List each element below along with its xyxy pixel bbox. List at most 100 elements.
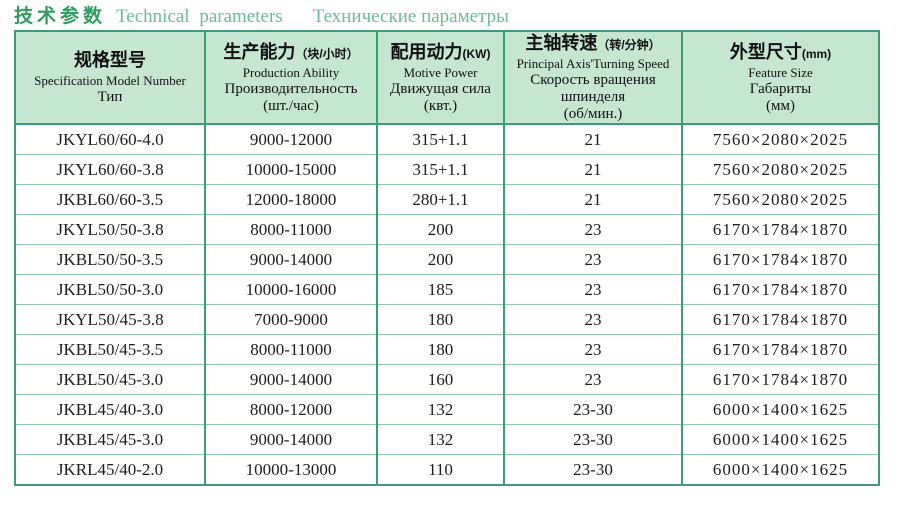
cell-speed: 23-30 bbox=[503, 454, 683, 485]
header-label-zh: 配用动力 bbox=[390, 41, 463, 62]
cell-model: JKBL45/40-3.0 bbox=[14, 394, 206, 425]
header-speed-ru-unit: (об/мин.) bbox=[563, 106, 623, 122]
cell-power: 200 bbox=[376, 244, 505, 275]
header-size-zh: 外型尺寸(mm) bbox=[685, 41, 876, 65]
technical-parameters-table: 规格型号 Specification Model Number Тип 生产能力… bbox=[14, 30, 880, 486]
cell-speed: 23 bbox=[503, 214, 683, 245]
table-row: JKBL45/40-3.0 8000-12000 132 23-30 6000×… bbox=[14, 394, 880, 425]
header-power-en: Motive Power bbox=[403, 64, 478, 80]
header-cell-production: 生产能力（块/小时） Production Ability Производит… bbox=[204, 31, 378, 125]
cell-production: 7000-9000 bbox=[204, 304, 378, 335]
cell-speed: 23 bbox=[503, 304, 683, 335]
header-production-zh: 生产能力（块/小时） bbox=[208, 41, 374, 65]
cell-size: 7560×2080×2025 bbox=[681, 184, 880, 215]
cell-model: JKYL50/45-3.8 bbox=[14, 304, 206, 335]
cell-power: 315+1.1 bbox=[376, 154, 505, 185]
header-model-zh: 规格型号 bbox=[18, 49, 202, 73]
cell-speed: 23-30 bbox=[503, 424, 683, 455]
cell-production: 8000-11000 bbox=[204, 334, 378, 365]
cell-size: 6170×1784×1870 bbox=[681, 274, 880, 305]
page-title: 技术参数 Technical parameters Технические пара… bbox=[14, 1, 509, 27]
cell-model: JKBL45/45-3.0 bbox=[14, 424, 206, 455]
header-label-zh: 主轴转速 bbox=[525, 33, 598, 53]
header-size-ru-unit: (мм) bbox=[766, 97, 795, 114]
cell-production: 12000-18000 bbox=[204, 184, 378, 215]
header-cell-power: 配用动力(KW) Motive Power Движущая сила (квт… bbox=[376, 31, 505, 125]
cell-production: 10000-16000 bbox=[204, 274, 378, 305]
title-english: Technical parameters bbox=[116, 6, 283, 27]
table-row: JKBL50/45-3.5 8000-11000 180 23 6170×178… bbox=[14, 334, 880, 365]
cell-speed: 23 bbox=[503, 244, 683, 275]
header-power-ru: Движущая сила bbox=[390, 80, 491, 97]
cell-model: JKYL60/60-3.8 bbox=[14, 154, 206, 185]
header-power-zh: 配用动力(KW) bbox=[380, 41, 501, 65]
header-label-zh: 规格型号 bbox=[74, 50, 146, 70]
header-speed-zh: 主轴转速（转/分钟） bbox=[507, 32, 679, 56]
header-label-zh: 生产能力 bbox=[223, 41, 296, 62]
table-row: JKBL50/50-3.0 10000-16000 185 23 6170×17… bbox=[14, 274, 880, 305]
table-row: JKYL60/60-3.8 10000-15000 315+1.1 21 756… bbox=[14, 154, 880, 185]
cell-size: 6170×1784×1870 bbox=[681, 334, 880, 365]
cell-size: 6000×1400×1625 bbox=[681, 454, 880, 485]
cell-production: 10000-15000 bbox=[204, 154, 378, 185]
cell-size: 6000×1400×1625 bbox=[681, 424, 880, 455]
cell-size: 6170×1784×1870 bbox=[681, 214, 880, 245]
header-cell-speed: 主轴转速（转/分钟） Principal Axis'Turning Speed … bbox=[503, 31, 683, 125]
header-cell-size: 外型尺寸(mm) Feature Size Габариты (мм) bbox=[681, 31, 880, 125]
cell-production: 9000-14000 bbox=[204, 244, 378, 275]
cell-power: 315+1.1 bbox=[376, 123, 505, 155]
header-production-en: Production Ability bbox=[242, 64, 340, 80]
header-label-zh: 外型尺寸 bbox=[729, 41, 802, 62]
cell-model: JKBL50/50-3.0 bbox=[14, 274, 206, 305]
header-size-ru: Габариты bbox=[749, 80, 812, 97]
cell-model: JKBL50/50-3.5 bbox=[14, 244, 206, 275]
cell-power: 185 bbox=[376, 274, 505, 305]
table-row: JKBL45/45-3.0 9000-14000 132 23-30 6000×… bbox=[14, 424, 880, 455]
header-unit: (mm) bbox=[801, 46, 832, 61]
cell-power: 180 bbox=[376, 304, 505, 335]
cell-speed: 21 bbox=[503, 184, 683, 215]
table-row: JKYL60/60-4.0 9000-12000 315+1.1 21 7560… bbox=[14, 123, 880, 155]
cell-power: 132 bbox=[376, 424, 505, 455]
cell-size: 6000×1400×1625 bbox=[681, 394, 880, 425]
cell-speed: 23 bbox=[503, 364, 683, 395]
cell-production: 8000-12000 bbox=[204, 394, 378, 425]
header-unit: (KW) bbox=[462, 46, 491, 61]
cell-power: 110 bbox=[376, 454, 505, 485]
cell-speed: 21 bbox=[503, 154, 683, 185]
header-speed-en: Principal Axis'Turning Speed bbox=[516, 56, 670, 71]
cell-production: 8000-11000 bbox=[204, 214, 378, 245]
title-russian: Технические параметры bbox=[312, 6, 509, 27]
header-production-ru-unit: (шт./час) bbox=[263, 97, 319, 114]
cell-model: JKYL50/50-3.8 bbox=[14, 214, 206, 245]
cell-power: 200 bbox=[376, 214, 505, 245]
cell-model: JKRL45/40-2.0 bbox=[14, 454, 206, 485]
cell-production: 9000-12000 bbox=[204, 123, 378, 155]
table-row: JKRL45/40-2.0 10000-13000 110 23-30 6000… bbox=[14, 454, 880, 485]
cell-power: 160 bbox=[376, 364, 505, 395]
cell-model: JKBL60/60-3.5 bbox=[14, 184, 206, 215]
table-header: 规格型号 Specification Model Number Тип 生产能力… bbox=[14, 31, 880, 125]
header-unit: （转/分钟） bbox=[597, 38, 661, 52]
cell-speed: 23-30 bbox=[503, 394, 683, 425]
cell-model: JKYL60/60-4.0 bbox=[14, 123, 206, 155]
cell-power: 280+1.1 bbox=[376, 184, 505, 215]
cell-size: 6170×1784×1870 bbox=[681, 304, 880, 335]
cell-power: 180 bbox=[376, 334, 505, 365]
cell-size: 7560×2080×2025 bbox=[681, 123, 880, 155]
cell-size: 7560×2080×2025 bbox=[681, 154, 880, 185]
cell-size: 6170×1784×1870 bbox=[681, 364, 880, 395]
cell-model: JKBL50/45-3.5 bbox=[14, 334, 206, 365]
table-row: JKBL50/50-3.5 9000-14000 200 23 6170×178… bbox=[14, 244, 880, 275]
table-row: JKYL50/45-3.8 7000-9000 180 23 6170×1784… bbox=[14, 304, 880, 335]
header-model-ru: Тип bbox=[97, 89, 123, 105]
cell-speed: 23 bbox=[503, 274, 683, 305]
header-model-en: Specification Model Number bbox=[34, 73, 186, 88]
cell-speed: 23 bbox=[503, 334, 683, 365]
table-row: JKBL60/60-3.5 12000-18000 280+1.1 21 756… bbox=[14, 184, 880, 215]
header-production-ru: Производительность bbox=[224, 80, 358, 97]
table-body: JKYL60/60-4.0 9000-12000 315+1.1 21 7560… bbox=[14, 123, 880, 485]
header-size-en: Feature Size bbox=[748, 64, 813, 80]
cell-production: 9000-14000 bbox=[204, 424, 378, 455]
